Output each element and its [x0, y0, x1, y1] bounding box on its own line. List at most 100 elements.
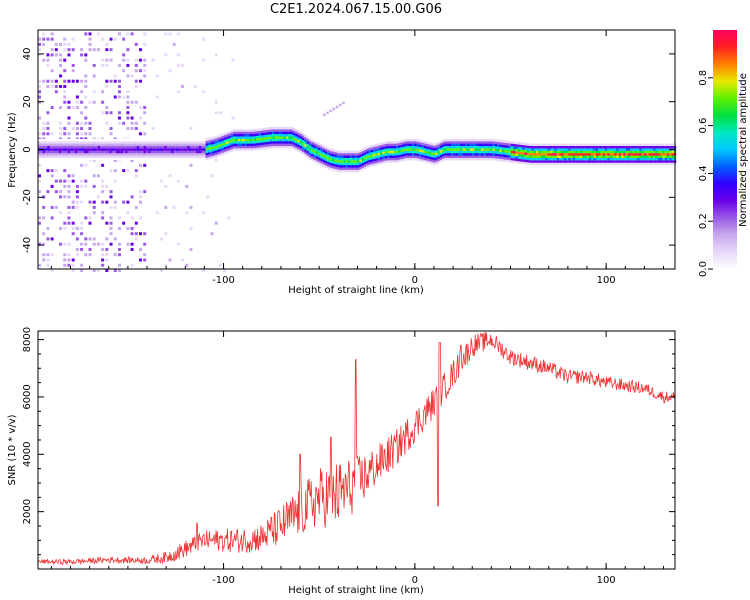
spectrogram-cell [126, 179, 130, 183]
spectrogram-cell [151, 58, 155, 62]
spectrogram-cell [644, 145, 647, 149]
spectrogram-cell [134, 69, 138, 73]
spectrogram-cell [200, 145, 204, 149]
spectrogram-cell [113, 237, 117, 241]
spectrogram-cell [464, 155, 468, 158]
spectrogram-cell [159, 138, 163, 142]
spectrogram-cell [230, 132, 234, 135]
spectrogram-cell [405, 143, 408, 147]
spectrogram-cell [341, 160, 344, 163]
spectrogram-cell [113, 157, 117, 161]
spectrogram-cell [113, 153, 117, 156]
spectrogram-cell [471, 138, 475, 142]
spectrogram-cell [59, 106, 63, 110]
spectrogram-cell [171, 153, 174, 156]
spectrogram-cell [96, 48, 100, 52]
spectrogram-cell [99, 138, 103, 142]
spectrogram-cell [240, 143, 243, 147]
spectrogram-cell [380, 157, 383, 160]
spectrogram-cell [88, 42, 92, 46]
spectrogram-cell [577, 153, 580, 156]
spectrogram-cell [63, 145, 66, 149]
spectrogram-cell [469, 148, 472, 151]
spectrogram-cell [212, 136, 215, 140]
spectrogram-cell [648, 150, 652, 154]
spectrogram-cell [218, 158, 222, 162]
spectrogram-cell [297, 146, 300, 150]
spectrogram-cell [311, 139, 314, 143]
spectrogram-cell [575, 148, 578, 151]
spectrogram-cell [102, 141, 105, 144]
spectrogram-cell [63, 157, 66, 161]
spectrogram-cell [80, 111, 84, 115]
spectrogram-cell [435, 142, 438, 146]
spectrogram-cell [377, 159, 381, 163]
spectrogram-cell [584, 162, 587, 166]
spectrogram-cell [616, 162, 619, 166]
spectrogram-cell [176, 179, 180, 183]
spectrogram-cell [520, 151, 523, 155]
spectrogram-cell [269, 141, 273, 144]
spectrogram-cell [572, 162, 576, 166]
spectrogram-cell [109, 127, 113, 131]
spectrogram-cell [109, 155, 112, 158]
spectrogram-cell [63, 100, 67, 104]
spectrogram-cell [412, 141, 415, 144]
spectrogram-cell [122, 95, 126, 99]
spectrogram-cell [439, 150, 443, 153]
spectrogram-cell [42, 242, 46, 246]
spectrogram-cell [258, 147, 261, 151]
spectrogram-cell [568, 150, 571, 154]
spectrogram-cell [671, 157, 674, 161]
spectrogram-cell [116, 153, 119, 156]
spectrogram-cell [181, 84, 185, 88]
spectrogram-cell [474, 155, 477, 158]
spectrogram-cell [335, 105, 339, 109]
spectrogram-cell [515, 158, 518, 161]
spectrogram-cell [105, 258, 109, 262]
spectrogram-cell [425, 153, 429, 156]
spectrogram-cell [368, 147, 371, 151]
spectrogram-cell [322, 152, 326, 155]
spectrogram-cell [382, 156, 385, 159]
spectrogram-cell [105, 111, 109, 115]
spectrogram-cell [389, 160, 392, 163]
spectrogram-cell [308, 150, 312, 153]
spectrogram-cell [327, 161, 330, 165]
spectrogram-cell [407, 150, 410, 154]
spectrogram-cell [63, 143, 66, 147]
spectrogram-cell [97, 148, 101, 151]
spectrogram-cell [288, 138, 291, 142]
spectrogram-cell [46, 111, 50, 115]
spectrogram-cell [520, 149, 523, 152]
spectrogram-cell [109, 221, 113, 225]
spectrogram-cell [414, 157, 417, 161]
spectrogram-cell [130, 253, 134, 257]
spectrogram-cell [604, 162, 608, 166]
spectrogram-cell [265, 137, 268, 140]
spectrogram-cell [109, 153, 112, 156]
spectrogram-cell [655, 145, 658, 149]
spectrogram-cell [187, 143, 190, 147]
spectrogram-cell [237, 138, 241, 142]
spectrogram-cell [223, 151, 227, 155]
spectrogram-cell [265, 129, 268, 133]
spectrogram-cell [173, 150, 176, 154]
chart-title: C2E1.2024.067.15.00.G06 [270, 2, 442, 17]
spectrogram-cell [80, 200, 84, 204]
spectrogram-cell [586, 143, 590, 147]
spectrogram-cell [322, 157, 326, 160]
spectrogram-cell [168, 69, 172, 73]
spectrogram-cell [127, 155, 130, 158]
spectrogram-cell [627, 162, 631, 166]
spectrogram-cell [283, 138, 287, 142]
spectrogram-cell [126, 242, 130, 246]
spectrogram-cell [249, 145, 252, 149]
spectrogram-cell [543, 162, 546, 166]
spectrogram-cell [109, 205, 113, 209]
spectrogram-cell [554, 155, 557, 158]
spectrogram-cell [334, 159, 337, 162]
spectrogram-cell [618, 162, 622, 166]
spectrogram-cell [428, 156, 431, 159]
spectrogram-cell [487, 155, 491, 158]
